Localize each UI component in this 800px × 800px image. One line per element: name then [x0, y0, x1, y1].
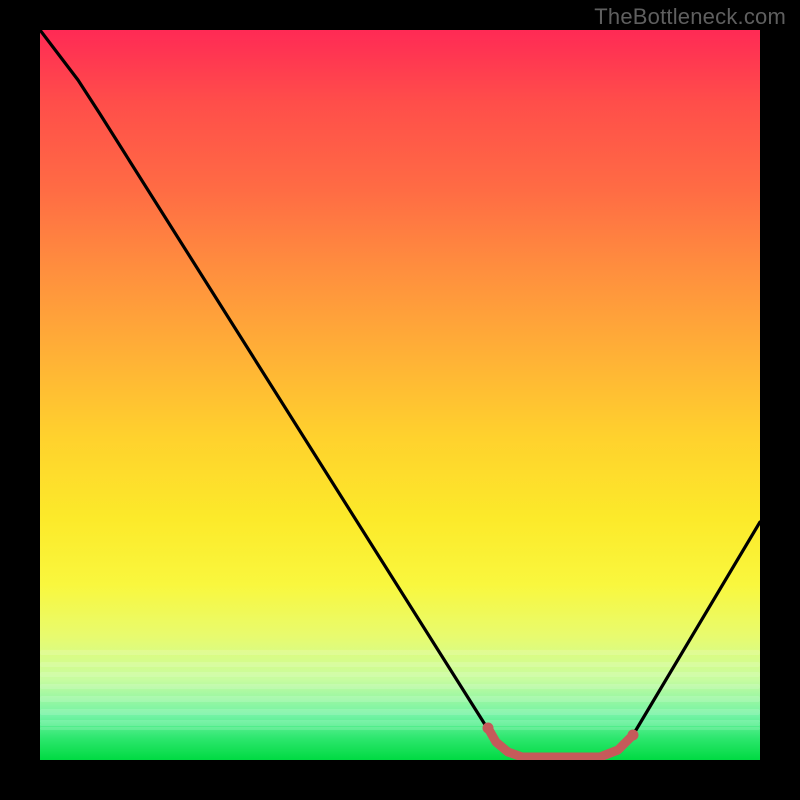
chart-frame: TheBottleneck.com: [0, 0, 800, 800]
trough-marker-line: [488, 728, 633, 757]
trough-marker-dot-left: [483, 723, 494, 734]
plot-area: [40, 30, 760, 760]
trough-marker-dot-right: [628, 730, 639, 741]
bottleneck-curve: [40, 30, 760, 757]
watermark-text: TheBottleneck.com: [594, 4, 786, 30]
curve-layer: [40, 30, 760, 760]
